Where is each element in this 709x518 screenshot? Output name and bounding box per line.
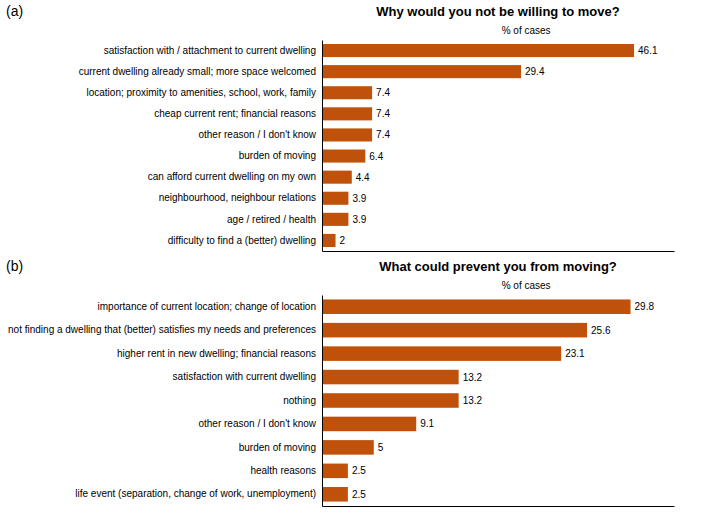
panel: satisfaction with / attachment to curren…: [6, 3, 675, 252]
bars: [322, 44, 634, 247]
y-tick-label: satisfaction with / attachment to curren…: [104, 45, 316, 56]
y-tick-label: burden of moving: [239, 442, 316, 453]
y-tick: cheap current rent; financial reasons: [154, 108, 322, 119]
bar: [322, 440, 374, 455]
x-label: % of cases: [502, 280, 551, 291]
y-tick: health reasons: [250, 465, 322, 476]
bar: [322, 299, 631, 314]
y-tick-label: location; proximity to amenities, school…: [86, 87, 316, 98]
value-label: 7.4: [376, 129, 390, 140]
y-tick: life event (separation, change of work, …: [75, 488, 322, 499]
y-tick: not finding a dwelling that (better) sat…: [8, 324, 322, 335]
y-tick-label: burden of moving: [239, 150, 316, 161]
y-tick-label: satisfaction with current dwelling: [173, 371, 316, 382]
bar: [322, 44, 634, 57]
x-axis: [323, 506, 675, 507]
bar: [322, 370, 459, 385]
bar: [322, 464, 348, 479]
y-tick: other reason / I don't know: [198, 129, 322, 140]
y-tick: satisfaction with / attachment to curren…: [104, 45, 322, 56]
value-label: 13.2: [463, 395, 483, 406]
bar: [322, 86, 372, 99]
y-tick-label: importance of current location; change o…: [98, 301, 316, 312]
value-label: 25.6: [591, 325, 611, 336]
y-tick-label: neighbourhood, neighbour relations: [159, 192, 316, 203]
value-label: 2.5: [352, 489, 366, 500]
y-tick: nothing: [283, 395, 322, 406]
bar: [322, 65, 521, 78]
x-axis: [323, 251, 675, 252]
bar: [322, 150, 365, 163]
y-tick-label: difficulty to find a (better) dwelling: [168, 235, 316, 246]
x-label: % of cases: [502, 25, 551, 36]
y-tick: current dwelling already small; more spa…: [79, 66, 322, 77]
value-labels: 46.1 29.4 7.4 7.4 7.4 6.4 4.4 3.9 3.9 2: [340, 45, 658, 246]
y-tick: neighbourhood, neighbour relations: [159, 192, 322, 203]
bar: [322, 346, 561, 361]
value-label: 4.4: [356, 172, 370, 183]
value-label: 6.4: [369, 151, 383, 162]
bar: [322, 417, 416, 432]
y-tick-label: nothing: [283, 395, 316, 406]
y-tick: age / retired / health: [227, 214, 322, 225]
panel: importance of current location; change o…: [6, 258, 675, 507]
chart-root: satisfaction with / attachment to curren…: [0, 0, 709, 518]
y-axis: satisfaction with / attachment to curren…: [79, 41, 323, 252]
value-label: 3.9: [352, 193, 366, 204]
value-label: 2: [340, 235, 346, 246]
y-tick-label: higher rent in new dwelling; financial r…: [117, 348, 316, 359]
title: Why would you not be willing to move?: [376, 4, 619, 19]
value-label: 46.1: [638, 45, 658, 56]
title: What could prevent you from moving?: [379, 259, 617, 274]
y-tick: burden of moving: [239, 442, 322, 453]
bar: [322, 323, 587, 338]
y-tick-label: life event (separation, change of work, …: [75, 488, 316, 499]
y-tick-label: age / retired / health: [227, 214, 316, 225]
y-tick: other reason / I don't know: [198, 418, 322, 429]
bar: [322, 192, 348, 205]
y-axis: importance of current location; change o…: [8, 296, 322, 507]
y-tick: satisfaction with current dwelling: [173, 371, 322, 382]
value-label: 13.2: [463, 372, 483, 383]
y-tick-label: not finding a dwelling that (better) sat…: [8, 324, 316, 335]
x-axis-line: [323, 251, 675, 252]
value-label: 29.8: [635, 301, 655, 312]
bars: [322, 299, 631, 501]
y-tick: location; proximity to amenities, school…: [86, 87, 322, 98]
y-tick-label: can afford current dwelling on my own: [148, 171, 316, 182]
y-tick: can afford current dwelling on my own: [148, 171, 322, 182]
value-label: 2.5: [352, 465, 366, 476]
y-tick: burden of moving: [239, 150, 322, 161]
value-label: 9.1: [420, 418, 434, 429]
y-tick-label: health reasons: [250, 465, 316, 476]
y-tick: importance of current location; change o…: [98, 301, 322, 312]
value-label: 3.9: [352, 214, 366, 225]
y-axis-line: [322, 41, 323, 252]
bar: [322, 393, 459, 408]
y-tick-label: other reason / I don't know: [198, 418, 316, 429]
y-tick-label: current dwelling already small; more spa…: [79, 66, 316, 77]
value-label: 7.4: [376, 87, 390, 98]
y-tick-label: other reason / I don't know: [198, 129, 316, 140]
y-tick: higher rent in new dwelling; financial r…: [117, 348, 322, 359]
value-label: 29.4: [525, 66, 545, 77]
value-labels: 29.8 25.6 23.1 13.2 13.2 9.1 5 2.5 2.5: [352, 301, 655, 500]
bar: [322, 171, 352, 184]
y-tick-label: cheap current rent; financial reasons: [154, 108, 316, 119]
bar: [322, 234, 336, 247]
bar: [322, 487, 348, 502]
y-tick: difficulty to find a (better) dwelling: [168, 235, 322, 246]
panel-label: (b): [6, 258, 23, 274]
x-axis-line: [323, 506, 675, 507]
bar: [322, 107, 372, 120]
bar: [322, 213, 348, 226]
bar: [322, 128, 372, 141]
y-axis-line: [322, 296, 323, 507]
value-label: 23.1: [565, 348, 585, 359]
value-label: 5: [378, 442, 384, 453]
panel-label: (a): [6, 3, 23, 19]
value-label: 7.4: [376, 108, 390, 119]
